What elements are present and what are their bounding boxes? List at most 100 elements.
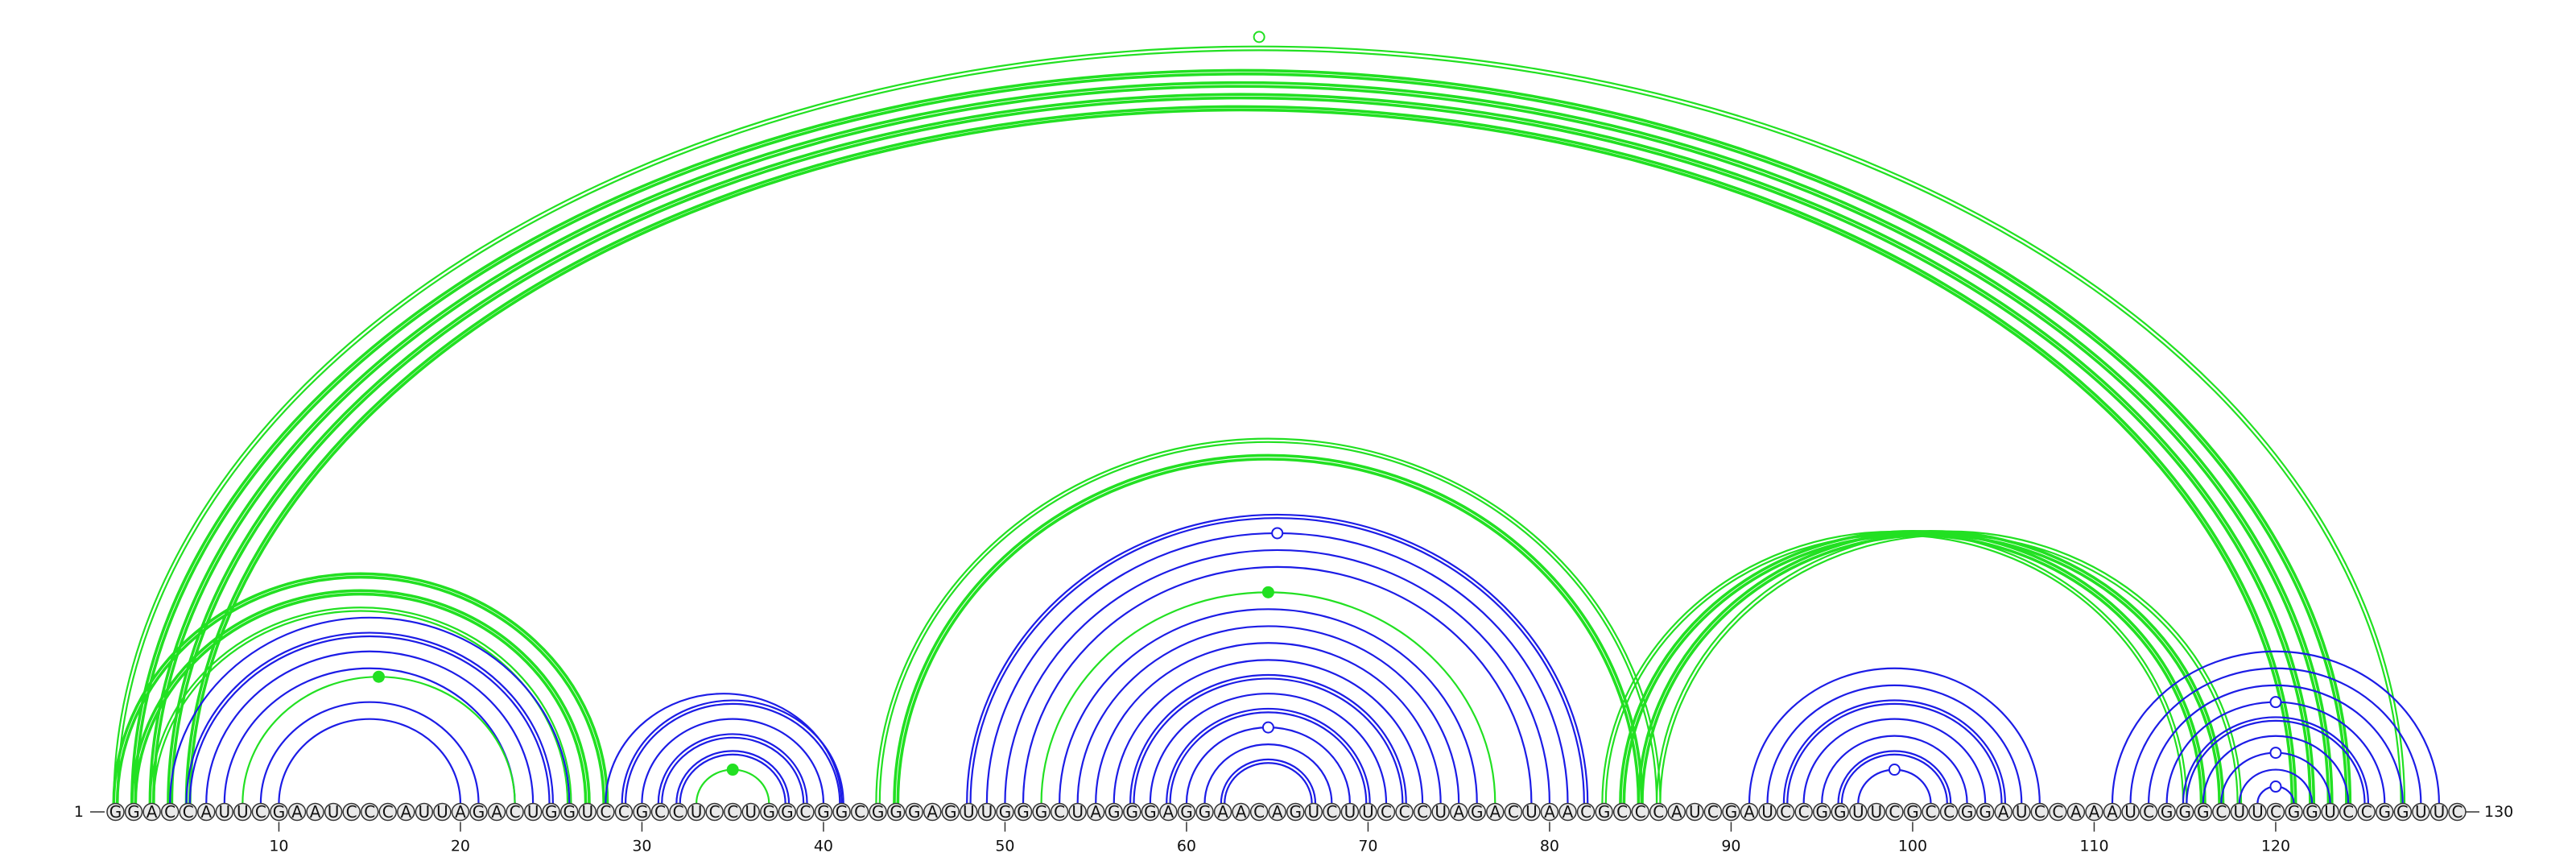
- nucleotide-letter: U: [981, 802, 993, 822]
- nucleotide-circle: [378, 802, 397, 822]
- nucleotide-letter: G: [1126, 802, 1139, 822]
- base-pair-arc-51-79: [1022, 565, 1533, 804]
- nucleotide-69: U: [1340, 802, 1360, 822]
- end-position-label: 130: [2484, 803, 2513, 821]
- nucleotide-letter: G: [2288, 802, 2301, 822]
- nucleotide-circle: [124, 802, 143, 822]
- nucleotide-circle: [1595, 802, 1613, 822]
- nucleotide-letter: U: [2252, 802, 2264, 822]
- arc-markers: [372, 31, 2282, 793]
- nucleotide-16: C: [378, 802, 397, 822]
- nucleotide-89: C: [1703, 802, 1723, 822]
- long-range-arc-marker: [1253, 31, 1265, 43]
- nucleotide-circle: [1104, 802, 1123, 822]
- nucleotide-circle: [1268, 802, 1286, 822]
- nucleotide-circle: [1359, 802, 1377, 822]
- nucleotide-letter: G: [1834, 802, 1847, 822]
- nucleotide-letter: G: [564, 802, 576, 822]
- base-pair-arc-29-41-strand-2: [621, 699, 844, 804]
- nucleotide-84: C: [1612, 802, 1632, 822]
- nucleotide-letter: U: [963, 802, 975, 822]
- nucleotide-17: A: [397, 802, 415, 822]
- nucleotide-35: C: [723, 802, 742, 822]
- nucleotide-circle: [1504, 802, 1523, 822]
- nucleotide-circle: [506, 802, 524, 822]
- base-pair-arc-62-67-strand-2: [1220, 758, 1317, 804]
- nucleotide-circle: [1903, 802, 1922, 822]
- nucleotide-circle: [2393, 802, 2413, 822]
- nucleotide-circle: [197, 802, 216, 822]
- nucleotide-letter: C: [2361, 802, 2372, 822]
- nucleotide-letter: G: [273, 802, 286, 822]
- nucleotide-31: C: [650, 802, 670, 822]
- nucleotide-circle: [397, 802, 415, 822]
- nucleotide-99: C: [1885, 802, 1904, 822]
- nucleotide-15: C: [360, 802, 379, 822]
- nucleotide-letter: C: [1253, 802, 1265, 822]
- nucleotide-73: C: [1413, 802, 1432, 822]
- nucleotide-circle: [886, 802, 906, 822]
- nucleotide-circle: [1703, 802, 1723, 822]
- nucleotide-letter: C: [255, 802, 266, 822]
- nucleotide-letter: U: [1307, 802, 1319, 822]
- nucleotide-40: G: [814, 802, 833, 822]
- nucleotide-circle: [1232, 802, 1250, 822]
- nucleotide-circle: [1177, 802, 1196, 822]
- nucleotide-letter: A: [291, 802, 303, 822]
- nucleotide-circle: [669, 802, 687, 822]
- nucleotide-letter: U: [2124, 802, 2136, 822]
- nucleotide-circle: [1667, 802, 1686, 822]
- nucleotide-100: G: [1903, 802, 1922, 822]
- nucleotide-96: G: [1831, 802, 1849, 822]
- nucleotide-30: G: [633, 802, 651, 822]
- nucleotide-circle: [1939, 802, 1959, 822]
- arc-marker-52-77: [1261, 586, 1274, 598]
- nucleotide-26: G: [560, 802, 579, 822]
- nucleotide-23: C: [506, 802, 524, 822]
- tick-label-10: 10: [269, 838, 288, 855]
- nucleotide-circle: [451, 802, 470, 822]
- nucleotide-circle: [233, 802, 252, 822]
- nucleotide-letter: C: [799, 802, 811, 822]
- nucleotide-circle: [2230, 802, 2249, 822]
- nucleotide-circle: [1141, 802, 1160, 822]
- tick-label-100: 100: [1898, 838, 1927, 855]
- nucleotide-letter: G: [1199, 802, 1212, 822]
- nucleotide-letter: C: [673, 802, 684, 822]
- nucleotide-86: C: [1649, 802, 1668, 822]
- nucleotide-letter: U: [328, 802, 340, 822]
- nucleotide-circle: [850, 802, 869, 822]
- base-pair-arc-62-67-strand-1: [1224, 762, 1313, 804]
- nucleotide-letter: G: [1815, 802, 1828, 822]
- tick-label-70: 70: [1358, 838, 1377, 855]
- nucleotide-24: U: [523, 802, 543, 822]
- nucleotide-circle: [2103, 802, 2122, 822]
- nucleotide-64: C: [1249, 802, 1269, 822]
- nucleotide-122: G: [2302, 802, 2322, 822]
- position-axis: 10 20 30 40 50 60 70 80 90 100 110 120: [269, 822, 2290, 855]
- base-pair-arc-5-121-strand-2: [184, 105, 2297, 804]
- nucleotide-18: U: [415, 802, 434, 822]
- nucleotide-50: G: [996, 802, 1014, 822]
- nucleotide-circle: [2085, 802, 2103, 822]
- nucleotide-29: C: [614, 802, 634, 822]
- nucleotide-circle: [760, 802, 778, 822]
- nucleotide-letter: C: [2215, 802, 2227, 822]
- nucleotide-circle: [2248, 802, 2267, 822]
- base-pair-arc-6-24: [205, 650, 535, 804]
- base-pair-arc-93-105-strand-2: [1782, 699, 2006, 804]
- nucleotide-circle: [1522, 802, 1541, 822]
- tick-label-120: 120: [2261, 838, 2290, 855]
- nucleotide-1: G: [106, 802, 125, 822]
- base-pair-arc-112-128: [2129, 667, 2422, 804]
- nucleotide-circle: [1722, 802, 1740, 822]
- nucleotide-circle: [1649, 802, 1668, 822]
- nucleotide-128: U: [2412, 802, 2430, 822]
- nucleotide-letter: A: [455, 802, 466, 822]
- base-pair-arc-91-107: [1748, 667, 2041, 804]
- nucleotide-114: G: [2157, 802, 2176, 822]
- base-pair-arc-44-85-strand-2: [893, 453, 1644, 804]
- nucleotide-95: G: [1812, 802, 1831, 822]
- nucleotide-2: G: [124, 802, 143, 822]
